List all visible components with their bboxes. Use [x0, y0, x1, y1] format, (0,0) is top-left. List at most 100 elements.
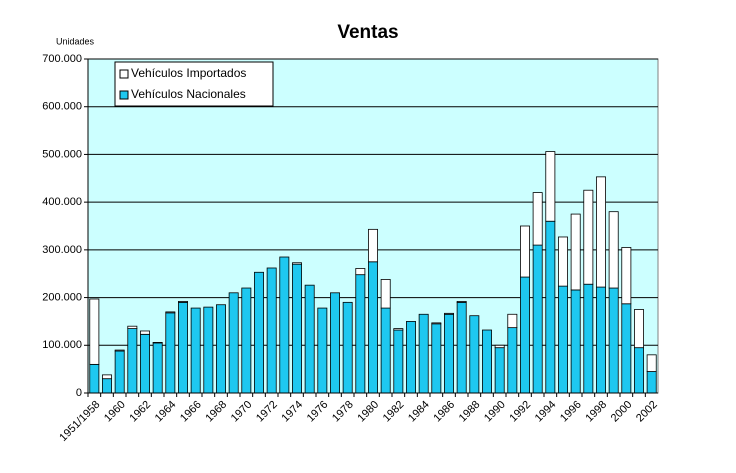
bar-segment: [532, 244, 543, 394]
bar-segment: [254, 271, 264, 394]
legend: Vehículos Importados Vehículos Nacionales: [114, 61, 274, 107]
bar-segment: [646, 354, 657, 372]
legend-box: [114, 61, 274, 107]
y-tick-label: 0: [76, 387, 82, 399]
x-tick-label: 1974: [279, 399, 305, 425]
bar-segment: [102, 374, 112, 380]
legend-swatch: [119, 90, 129, 100]
legend-label: Vehículos Importados: [131, 66, 246, 80]
x-tick-label: 1966: [178, 399, 204, 425]
x-tick-label: 1951/1958: [57, 399, 102, 444]
bar-segment: [646, 371, 657, 394]
x-tick-label: 2000: [609, 399, 635, 425]
bar-segment: [393, 328, 404, 331]
bar-segment: [89, 298, 100, 365]
bar-segment: [355, 268, 366, 276]
x-tick-label: 1990: [482, 399, 508, 425]
bar-segment: [583, 283, 594, 394]
bar-segment: [89, 363, 100, 394]
bar-segment: [266, 267, 277, 394]
bar-segment: [127, 328, 138, 394]
bar-segment: [520, 225, 530, 278]
bar-segment: [406, 321, 416, 394]
bar-segment: [228, 292, 239, 394]
x-tick-label: 1976: [305, 399, 331, 425]
x-tick-label: 1978: [330, 399, 356, 425]
bar-segment: [634, 347, 644, 394]
bar-segment: [178, 300, 188, 303]
bar-segment: [444, 312, 454, 315]
bar-segment: [558, 236, 568, 287]
bar-segment: [140, 333, 150, 394]
x-tick-label: 1994: [533, 399, 559, 425]
legend-label: Vehículos Nacionales: [131, 87, 246, 101]
y-tick-label: 700.000: [42, 53, 82, 65]
bar-segment: [545, 151, 556, 222]
bar-segment: [165, 311, 176, 314]
bar-segment: [596, 286, 606, 394]
x-tick-label: 1982: [381, 399, 407, 425]
bar-segment: [203, 306, 214, 394]
x-tick-label: 2002: [634, 399, 660, 425]
bar-segment: [494, 347, 505, 394]
x-tick-label: 1964: [153, 399, 179, 425]
bar-segment: [431, 323, 442, 394]
x-tick-label: 1968: [203, 399, 229, 425]
bar-segment: [621, 303, 632, 394]
y-tick-label: 200.000: [42, 291, 82, 303]
bar-segment: [418, 313, 429, 394]
bar-segment: [355, 274, 366, 394]
y-tick-label: 300.000: [42, 244, 82, 256]
y-axis-label: Unidades: [56, 36, 95, 46]
x-tick-label: 1996: [558, 399, 584, 425]
x-tick-label: 1988: [457, 399, 483, 425]
bar-segment: [583, 189, 594, 285]
bar-segment: [608, 287, 619, 394]
bar-segment: [520, 276, 530, 394]
bar-segment: [279, 256, 290, 394]
bar-segment: [431, 322, 442, 325]
bar-segment: [507, 327, 518, 394]
y-tick-label: 400.000: [42, 196, 82, 208]
x-tick-label: 1970: [229, 399, 255, 425]
bar-segment: [532, 192, 543, 246]
bar-segment: [456, 301, 467, 394]
bar-segment: [494, 344, 505, 349]
bar-segment: [469, 315, 480, 394]
x-tick-label: 1960: [102, 399, 128, 425]
bar-segment: [380, 279, 391, 309]
bar-segment: [241, 287, 252, 394]
bar-segment: [621, 247, 632, 305]
bar-segment: [570, 213, 581, 291]
bar-segment: [140, 330, 150, 335]
y-tick-label: 100.000: [42, 339, 82, 351]
bar-segment: [634, 309, 644, 349]
bar-segment: [368, 228, 378, 263]
bar-segment: [114, 349, 125, 352]
x-tick-label: 1998: [583, 399, 609, 425]
x-tick-label: 1972: [254, 399, 280, 425]
bar-segment: [152, 342, 163, 394]
legend-swatch: [119, 69, 129, 79]
bar-segment: [393, 329, 404, 394]
bar-segment: [330, 292, 340, 394]
bar-segment: [178, 301, 188, 394]
bar-segment: [114, 350, 125, 394]
bar-segment: [292, 262, 302, 265]
bar-segment: [380, 307, 391, 394]
bar-segment: [317, 307, 328, 394]
bar-segment: [304, 284, 315, 394]
bar-segment: [342, 301, 353, 394]
chart-title: Ventas: [337, 22, 398, 43]
x-tick-label: 1962: [127, 399, 153, 425]
bar-segment: [596, 176, 606, 288]
bar-segment: [165, 312, 176, 394]
bar-segment: [127, 325, 138, 329]
x-tick-label: 1980: [355, 399, 381, 425]
bar-segment: [456, 300, 467, 303]
bar-segment: [507, 313, 518, 329]
bar-segment: [545, 220, 556, 394]
bar-segment: [368, 261, 378, 394]
y-tick-label: 600.000: [42, 101, 82, 113]
